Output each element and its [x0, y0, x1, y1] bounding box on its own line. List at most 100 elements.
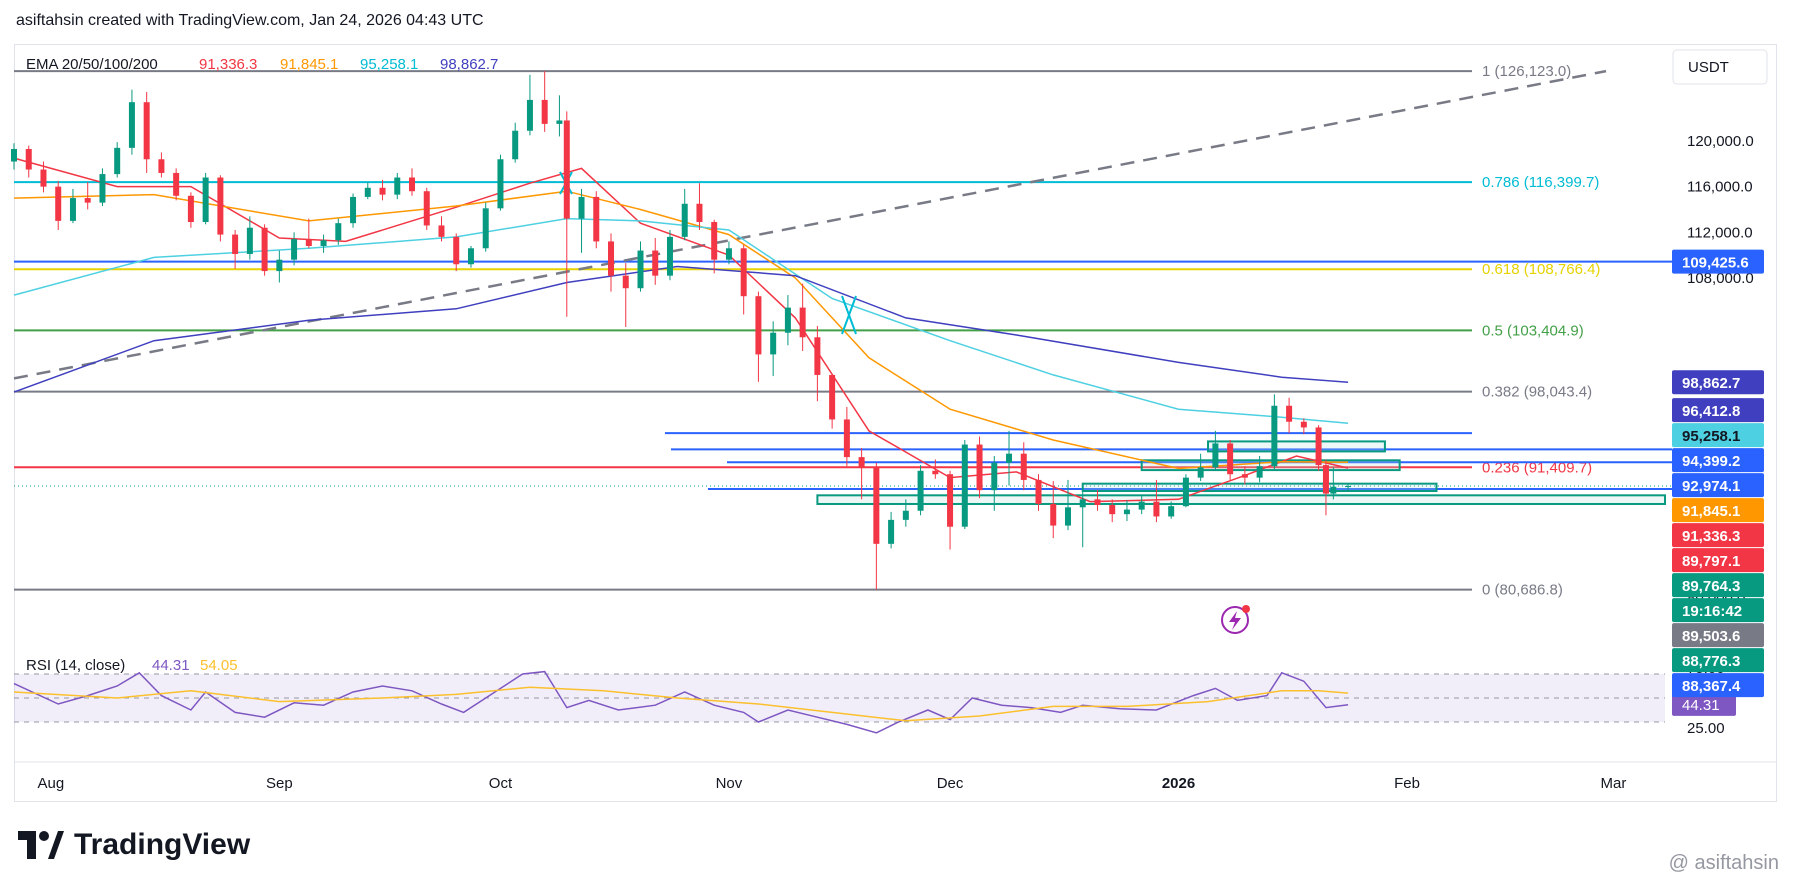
candle-body	[1197, 467, 1204, 478]
candle-body	[947, 474, 954, 527]
price-tick-label: 120,000.0	[1687, 133, 1754, 150]
rsi-pane: 75.0025.0054.0544.31	[13, 660, 1736, 737]
rsi-ma-line	[13, 686, 1349, 722]
fib-label: 0.236 (91,409.7)	[1482, 459, 1592, 476]
candle-body	[350, 196, 357, 224]
candle-body	[423, 191, 430, 226]
candle-body	[1168, 506, 1175, 517]
ema20-value: 91,336.3	[199, 56, 257, 73]
candle-body	[187, 195, 194, 223]
rsi-band	[14, 674, 1665, 722]
fib-label: 0.382 (98,043.4)	[1482, 384, 1592, 401]
candle-body	[1094, 499, 1101, 506]
time-tick-label: Feb	[1394, 775, 1420, 792]
candle-body	[438, 225, 445, 237]
candle-body	[1345, 486, 1352, 488]
price-label-bg	[1672, 598, 1764, 623]
price-label-bg	[1672, 523, 1764, 548]
trendline	[13, 69, 1607, 380]
fib-label: 0.618 (108,766.4)	[1482, 261, 1600, 278]
price-label: 19:16:42	[1682, 603, 1742, 620]
time-tick-label: Aug	[38, 775, 65, 792]
candle-body	[394, 177, 401, 195]
price-tick-label: 112,000.0	[1687, 224, 1753, 241]
candle-body	[1271, 405, 1278, 467]
currency-button[interactable]	[1672, 49, 1768, 85]
fibonacci-levels: 1 (126,123.0) 0.786 (116,399.7) 0.618 (108…	[14, 63, 1600, 599]
time-tick-label: Oct	[489, 775, 513, 792]
candle-body	[843, 419, 850, 458]
candle-body	[1286, 405, 1293, 422]
rsi-legend-name: RSI (14, close)	[26, 657, 125, 674]
candle-body	[961, 444, 968, 527]
price-label-bg	[1672, 498, 1764, 523]
candle-body	[770, 332, 777, 355]
cross-marker	[841, 295, 857, 335]
candle-body	[725, 248, 732, 260]
candle-body	[1138, 501, 1145, 510]
chart-frame	[14, 44, 1777, 802]
candle-body	[1064, 507, 1071, 526]
candle-body	[143, 102, 150, 160]
price-label: 98,862.7	[1682, 375, 1740, 392]
rsi-legend-value: 44.31	[152, 657, 190, 674]
time-tick-label: Nov	[716, 775, 743, 792]
candle-body	[858, 457, 865, 468]
candle-body	[232, 234, 239, 254]
fib-label: 1 (126,123.0)	[1482, 63, 1571, 80]
price-labels: 109,425.6 98,862.7 96,412.8 95,258.1 94,399.…	[1672, 249, 1764, 698]
rsi-price-label: 44.31	[1682, 697, 1720, 714]
price-label: 88,776.3	[1682, 653, 1740, 670]
price-label: 91,336.3	[1682, 528, 1740, 545]
candle-body	[711, 222, 718, 260]
candle-body	[1212, 443, 1219, 468]
price-label-bg	[1672, 249, 1764, 274]
candle-body	[84, 198, 91, 203]
price-label: 96,412.8	[1682, 403, 1740, 420]
ema-legend-name: EMA 20/50/100/200	[26, 56, 158, 73]
candle-body	[99, 174, 106, 203]
price-label: 89,503.6	[1682, 628, 1740, 645]
candle-body	[173, 172, 180, 196]
chart-attribution: asiftahsin created with TradingView.com,…	[16, 12, 484, 29]
candle-body	[563, 120, 570, 219]
candle-body	[453, 236, 460, 265]
price-label-bg	[1672, 473, 1764, 498]
candle-body	[114, 147, 121, 175]
candle-body	[1035, 479, 1042, 504]
candle-body	[335, 223, 342, 241]
candle-body	[291, 239, 298, 260]
candle-body	[320, 240, 327, 246]
candle-body	[991, 462, 998, 491]
candle-body	[128, 102, 135, 148]
time-tick-label: Mar	[1600, 775, 1626, 792]
lightning-icon[interactable]	[1221, 605, 1250, 634]
fib-label: 0 (80,686.8)	[1482, 582, 1563, 599]
candles	[11, 71, 1352, 590]
candle-body	[158, 159, 165, 173]
candle-body	[578, 196, 585, 219]
price-label: 89,764.3	[1682, 578, 1740, 595]
price-label: 91,845.1	[1682, 503, 1740, 520]
time-tick-label: 2026	[1162, 775, 1195, 792]
candle-body	[652, 250, 659, 276]
price-label-bg	[1672, 648, 1764, 673]
ema200-value: 98,862.7	[440, 56, 498, 73]
tradingview-logo[interactable]: TradingView	[18, 828, 250, 862]
candle-body	[305, 239, 312, 246]
price-label-bg	[1672, 548, 1764, 573]
candle-body	[593, 196, 600, 242]
candle-body	[1182, 477, 1189, 507]
ema50-value: 91,845.1	[280, 56, 338, 73]
candle-body	[1020, 453, 1027, 480]
tradingview-logo-text: TradingView	[74, 828, 251, 861]
candle-body	[1330, 486, 1337, 494]
candle-body	[40, 169, 47, 187]
zone-box	[1081, 482, 1438, 493]
candle-body	[482, 208, 489, 249]
ema-line	[13, 217, 1349, 425]
rsi-ma-legend-value: 54.05	[200, 657, 238, 674]
candle-body	[541, 99, 548, 124]
candle-body	[497, 159, 504, 209]
